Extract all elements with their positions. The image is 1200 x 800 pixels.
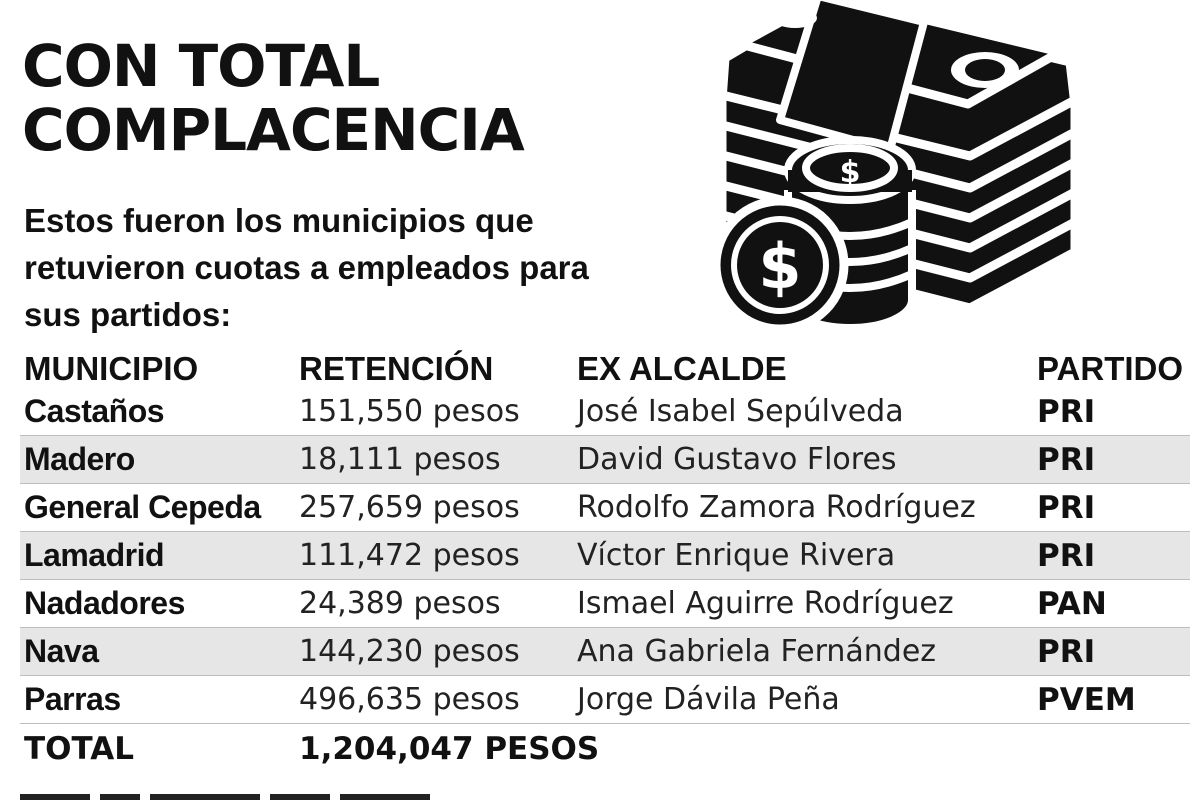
cell-municipio: Nava [20,627,295,676]
retention-table: MUNICIPIO RETENCIÓN EX ALCALDE PARTIDO C… [20,342,1190,774]
cell-retencion: 496,635 pesos [295,675,573,724]
cell-ex-alcalde: David Gustavo Flores [573,435,1033,484]
header-ex-alcalde: EX ALCALDE [577,350,787,387]
cell-ex-alcalde: José Isabel Sepúlveda [573,388,1033,436]
headline-line-2: COMPLACENCIA [22,96,525,164]
cell-retencion: 257,659 pesos [295,483,573,532]
cell-ex-alcalde: Jorge Dávila Peña [573,675,1033,724]
header-retencion: RETENCIÓN [299,350,494,387]
table-row: Nava 144,230 pesos Ana Gabriela Fernánde… [20,627,1190,676]
table-row: Lamadrid 111,472 pesos Víctor Enrique Ri… [20,531,1190,580]
cell-municipio: Parras [20,675,295,724]
svg-text:$: $ [758,230,801,303]
cell-partido: PAN [1033,579,1190,628]
cell-retencion: 18,111 pesos [295,435,573,484]
cell-retencion: 151,550 pesos [295,388,573,436]
cell-partido: PRI [1033,483,1190,532]
header-partido: PARTIDO [1037,350,1184,387]
money-stack-and-coins-icon: $ $ [711,0,1080,334]
svg-text:$: $ [840,155,861,190]
cell-retencion: 144,230 pesos [295,627,573,676]
table-row: General Cepeda 257,659 pesos Rodolfo Zam… [20,483,1190,532]
cell-ex-alcalde: Víctor Enrique Rivera [573,531,1033,580]
header-municipio: MUNICIPIO [24,350,199,387]
cell-municipio: Lamadrid [20,531,295,580]
cell-partido: PRI [1033,435,1190,484]
table-row: Castaños 151,550 pesos José Isabel Sepúl… [20,388,1190,436]
cell-ex-alcalde: Rodolfo Zamora Rodríguez [573,483,1033,532]
total-row: TOTAL 1,204,047 PESOS [20,724,1190,775]
table-row: Parras 496,635 pesos Jorge Dávila Peña P… [20,675,1190,724]
headline: CON TOTAL COMPLACENCIA [22,32,525,164]
headline-line-1: CON TOTAL [22,32,380,100]
table-row: Nadadores 24,389 pesos Ismael Aguirre Ro… [20,579,1190,628]
cell-partido: PVEM [1033,675,1190,724]
cell-municipio: Madero [20,435,295,484]
cell-ex-alcalde: Ana Gabriela Fernández [573,627,1033,676]
cell-municipio: Nadadores [20,579,295,628]
cell-retencion: 24,389 pesos [295,579,573,628]
total-value: 1,204,047 PESOS [299,731,600,767]
cell-municipio: Castaños [20,388,295,436]
cell-retencion: 111,472 pesos [295,531,573,580]
table-header-row: MUNICIPIO RETENCIÓN EX ALCALDE PARTIDO [20,342,1190,388]
total-label: TOTAL [24,731,134,767]
cell-partido: PRI [1033,627,1190,676]
table-row: Madero 18,111 pesos David Gustavo Flores… [20,435,1190,484]
cell-ex-alcalde: Ismael Aguirre Rodríguez [573,579,1033,628]
cell-municipio: General Cepeda [20,483,295,532]
cell-partido: PRI [1033,388,1190,436]
cropped-source-line [20,794,430,800]
subtitle: Estos fueron los municipios que retuvier… [24,202,589,333]
cell-partido: PRI [1033,531,1190,580]
